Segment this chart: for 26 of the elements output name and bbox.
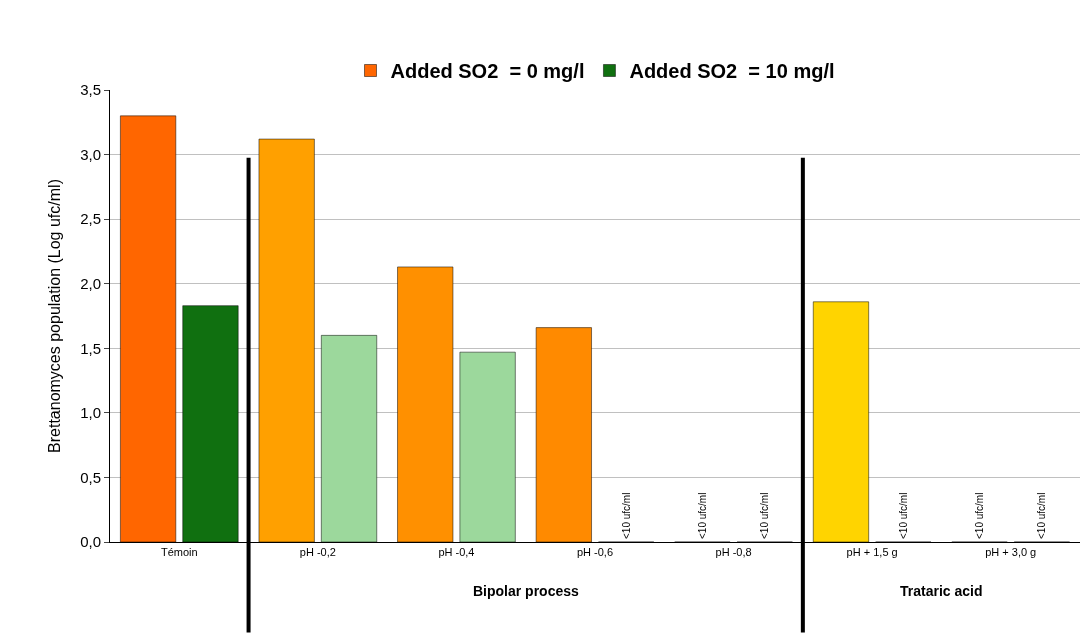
data-label: <10 ufc/ml bbox=[1036, 492, 1048, 539]
data-label: <10 ufc/ml bbox=[897, 492, 909, 539]
y-tick-label: 3,0 bbox=[80, 145, 101, 163]
legend-label: Added SO2 = 0 mg/l bbox=[390, 60, 585, 83]
y-tick-label: 0,0 bbox=[80, 533, 101, 551]
y-tick-label: 1,5 bbox=[80, 339, 101, 357]
x-tick-label: pH + 1,5 g bbox=[846, 546, 898, 559]
y-tick-label: 2,0 bbox=[80, 274, 101, 292]
text: Bipolar process bbox=[473, 583, 580, 599]
y-tick-label: 0,5 bbox=[80, 468, 101, 486]
legend-label: Added SO2 = 10 mg/l bbox=[629, 60, 835, 83]
x-tick-label: pH + 3,0 g bbox=[985, 546, 1037, 559]
data-label: <10 ufc/ml bbox=[620, 492, 632, 539]
y-tick-label: 2,5 bbox=[80, 210, 101, 228]
x-tick-label: pH -0,4 bbox=[438, 546, 475, 559]
data-label: <10 ufc/ml bbox=[696, 492, 708, 539]
x-tick-label: pH -0,6 bbox=[576, 546, 614, 559]
x-tick-label: pH -0,2 bbox=[299, 546, 336, 559]
x-tick-label: Témoin bbox=[160, 546, 198, 559]
text: Trataric acid bbox=[900, 583, 983, 599]
y-axis-title: Brettanomyces population (Log ufc/ml) bbox=[46, 179, 64, 453]
x-tick-label: pH -0,8 bbox=[715, 546, 752, 559]
data-label: <10 ufc/ml bbox=[974, 492, 986, 539]
y-tick-label: 1,0 bbox=[80, 404, 101, 422]
y-tick-label: 3,5 bbox=[80, 81, 101, 99]
data-label: <10 ufc/ml bbox=[759, 492, 771, 539]
